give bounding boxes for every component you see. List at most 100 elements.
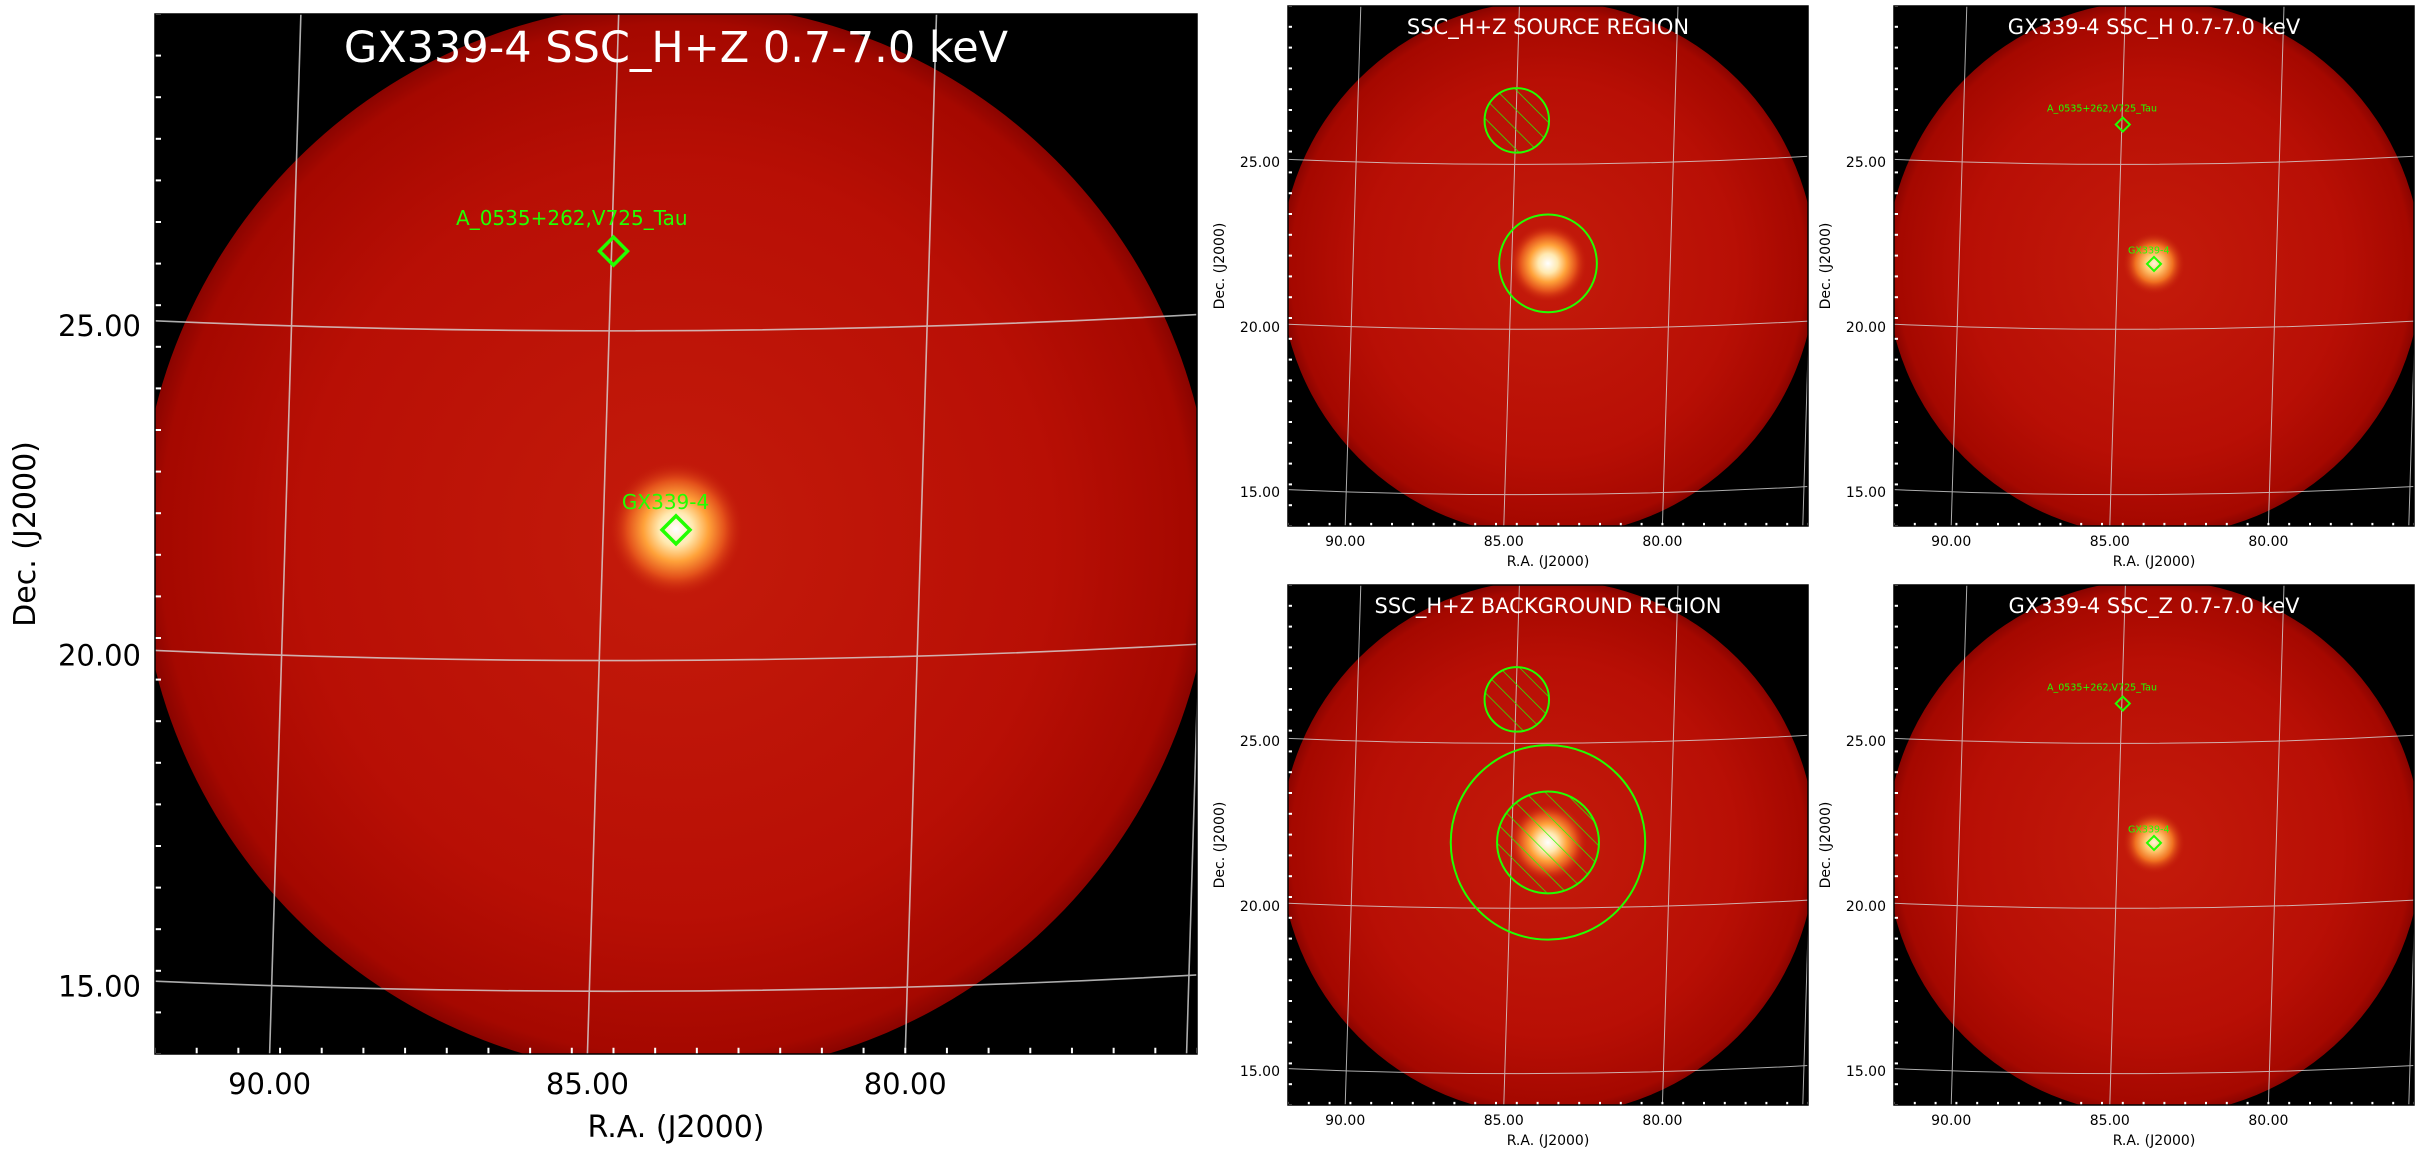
tick-mark	[1578, 1101, 1581, 1105]
tick-mark	[1288, 67, 1292, 70]
dec-gridline	[1288, 320, 1808, 330]
tick-mark	[155, 470, 161, 473]
tick-mark	[1370, 522, 1373, 526]
ra-gridline	[2408, 335, 2414, 526]
coordinate-grid	[1288, 585, 1808, 1105]
tick-mark	[155, 803, 161, 806]
tick-mark	[612, 1047, 615, 1054]
source-label: A_0535+262,V725_Tau	[2047, 683, 2157, 694]
image-area: A_0535+262,V725_Tau GX339-4	[1894, 585, 2414, 1105]
tick-mark	[1288, 358, 1292, 361]
ra-gridline	[1950, 6, 1968, 526]
x-tick-label: 90.00	[1931, 1113, 1971, 1129]
tick-mark	[155, 595, 161, 598]
tick-mark	[987, 1047, 990, 1054]
tick-mark	[2371, 522, 2374, 526]
tick-mark	[1411, 1101, 1414, 1105]
panel-title: SSC_H+Z BACKGROUND REGION	[1375, 594, 1722, 619]
tick-mark	[2225, 1101, 2228, 1105]
tick-mark	[2080, 522, 2083, 526]
tick-mark	[1894, 1083, 1898, 1086]
x-tick-label: 80.00	[864, 1067, 947, 1101]
dec-gridline	[1288, 155, 1808, 165]
tick-mark	[1894, 854, 1898, 857]
x-tick-label: 85.00	[2090, 534, 2130, 550]
tick-mark	[1557, 1101, 1560, 1105]
tick-mark	[862, 1047, 865, 1054]
tick-mark	[1307, 522, 1310, 526]
y-tick-label: 25.00	[58, 309, 141, 343]
tick-mark	[2392, 522, 2395, 526]
x-tick-label: 85.00	[2090, 1113, 2130, 1129]
ra-gridline	[2267, 6, 2285, 526]
tick-mark	[1288, 504, 1292, 507]
tick-mark	[1515, 522, 1518, 526]
tick-mark	[2309, 522, 2311, 526]
ra-gridline	[1802, 335, 1808, 526]
tick-mark	[2267, 522, 2270, 526]
edge-ticks	[1288, 6, 1808, 526]
dec-gridline	[1894, 485, 2414, 496]
tick-mark	[1070, 1047, 1073, 1054]
tick-mark	[1894, 750, 1898, 753]
edge-ticks	[1894, 6, 2414, 526]
x-tick-label: 80.00	[1642, 1113, 1682, 1129]
tick-mark	[779, 1047, 782, 1054]
y-tick-label: 25.00	[1240, 155, 1280, 171]
y-tick-label: 15.00	[1240, 1064, 1280, 1080]
panels-group: A_0535+262,V725_Tau GX339-4 GX339-4 SSC_H+…	[8, 5, 2415, 1149]
x-tick-label: 90.00	[1325, 534, 1365, 550]
tick-mark	[2142, 1101, 2145, 1105]
tick-mark	[2184, 522, 2187, 526]
tick-mark	[1894, 916, 1898, 919]
tick-mark	[1894, 1000, 1898, 1002]
tick-mark	[1288, 337, 1292, 340]
tick-mark	[1894, 213, 1898, 215]
dec-gridline	[155, 313, 1197, 332]
tick-mark	[1894, 67, 1898, 70]
tick-mark	[1894, 233, 1898, 236]
tick-mark	[1682, 522, 1685, 526]
tick-mark	[1288, 1020, 1292, 1023]
tick-mark	[1894, 421, 1898, 423]
tick-mark	[445, 1047, 448, 1054]
tick-mark	[1349, 522, 1352, 526]
dec-gridline	[1288, 1064, 1808, 1075]
tick-mark	[1288, 667, 1292, 670]
tick-mark	[1894, 379, 1898, 382]
x-tick-label: 80.00	[2248, 534, 2288, 550]
tick-mark	[1894, 708, 1898, 711]
tick-mark	[1997, 522, 1999, 526]
y-tick-label: 20.00	[1846, 899, 1886, 915]
tick-mark	[1934, 522, 1937, 526]
tick-mark	[155, 429, 161, 431]
tick-mark	[155, 678, 161, 681]
tick-mark	[1723, 522, 1726, 526]
x-axis-label: R.A. (J2000)	[2113, 1133, 2196, 1149]
source-glow	[1509, 224, 1587, 303]
tick-mark	[1288, 812, 1292, 815]
tick-mark	[570, 1047, 573, 1054]
tick-mark	[1453, 1101, 1456, 1105]
tick-mark	[155, 553, 161, 556]
tick-mark	[2038, 1101, 2041, 1105]
tick-mark	[1640, 1101, 1643, 1105]
tick-mark	[1029, 1047, 1032, 1054]
panel-frame	[1287, 5, 1809, 527]
tick-mark	[1288, 833, 1292, 836]
tick-mark	[1723, 1101, 1726, 1105]
tick-mark	[1288, 275, 1292, 278]
panel-z-band: A_0535+262,V725_Tau GX339-4 GX339-4 SSC_Z …	[1818, 584, 2415, 1149]
tick-mark	[1288, 604, 1292, 607]
tick-mark	[945, 1047, 948, 1054]
tick-mark	[1599, 522, 1601, 526]
tick-mark	[1288, 875, 1292, 878]
tick-mark	[1328, 1101, 1331, 1105]
tick-mark	[1682, 1101, 1685, 1105]
tick-mark	[1288, 483, 1292, 486]
y-axis-label: Dec. (J2000)	[8, 441, 43, 627]
tick-mark	[1894, 129, 1898, 132]
tick-mark	[155, 96, 161, 99]
tick-mark	[1288, 171, 1292, 174]
